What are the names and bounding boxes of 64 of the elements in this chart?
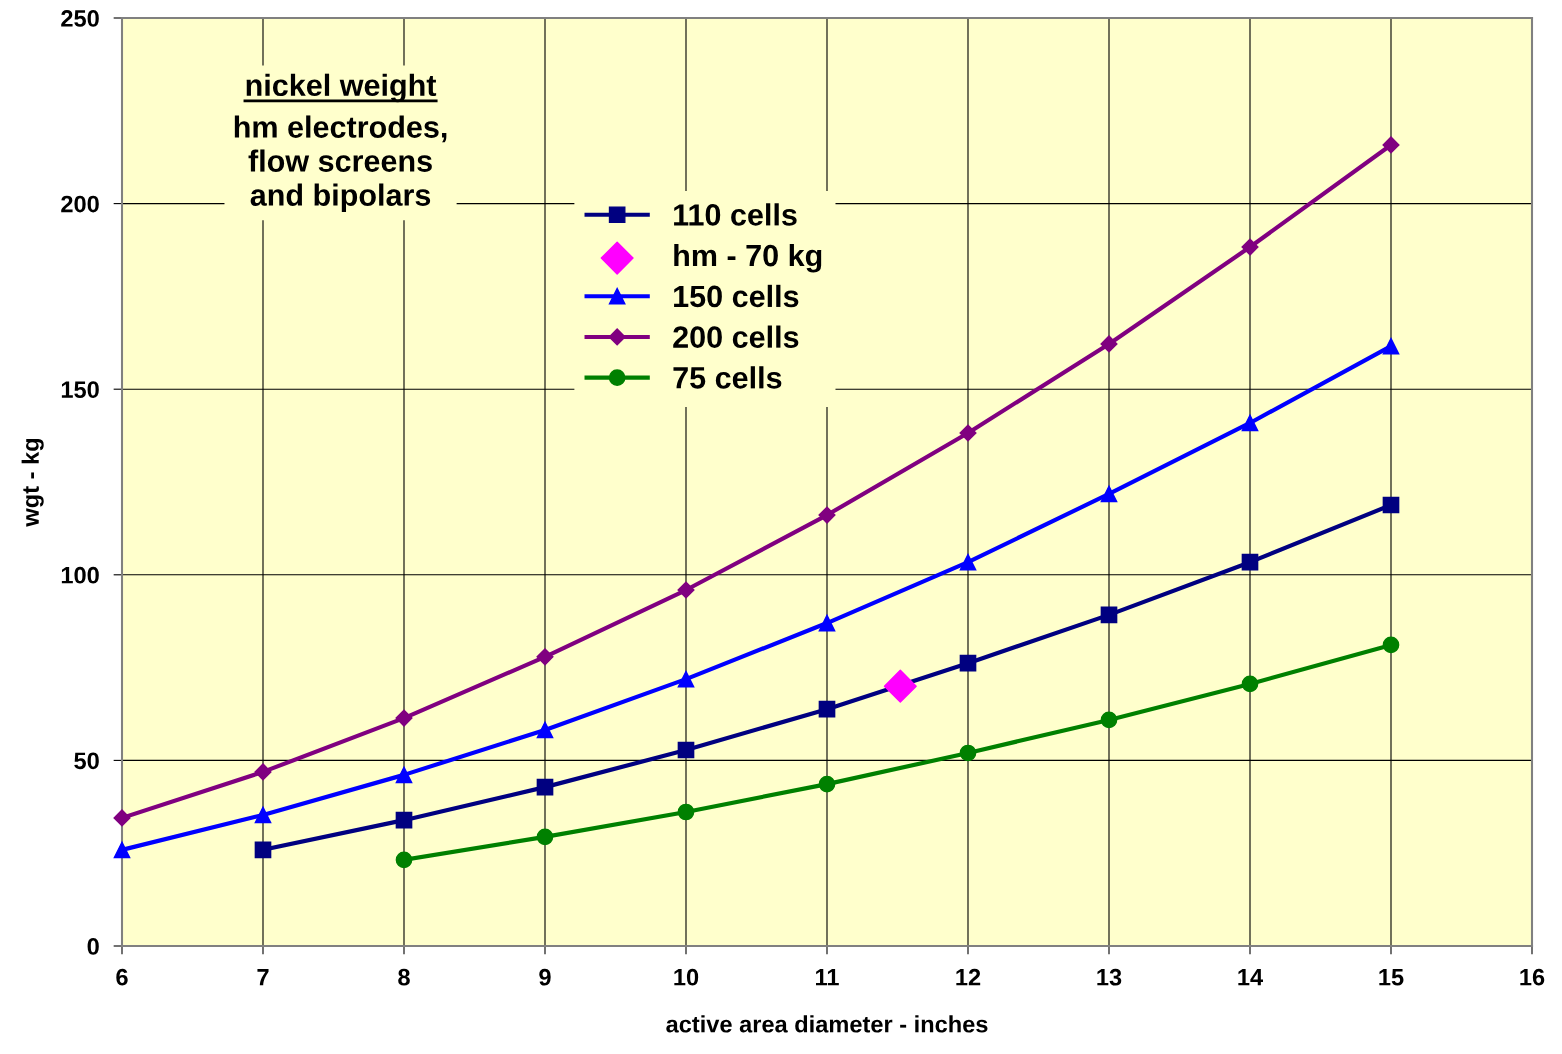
point: [254, 763, 272, 781]
legend-label: 200 cells: [673, 325, 799, 348]
point: [1241, 553, 1259, 571]
point: [1241, 414, 1259, 432]
y-tick-label: 50: [74, 752, 99, 770]
point: [1382, 337, 1400, 355]
point: [818, 614, 836, 632]
x-tick-label: 14: [1238, 969, 1264, 986]
point: [395, 851, 413, 869]
x-tick-label: 13: [1097, 968, 1122, 986]
point: [254, 841, 272, 859]
point: [959, 654, 977, 672]
point: [1100, 335, 1118, 353]
x-tick-label: 15: [1379, 969, 1404, 986]
y-tick-label: 200: [61, 195, 99, 213]
x-tick-label: 7: [257, 969, 269, 986]
point: [677, 581, 695, 599]
point: [536, 778, 554, 796]
x-tick-label: 10: [674, 968, 699, 986]
point: [1241, 675, 1259, 693]
legend-label: 150 cells: [674, 284, 799, 308]
point: [959, 424, 977, 442]
point: [536, 648, 554, 666]
point: [536, 828, 554, 846]
x-tick-label: 16: [1520, 968, 1545, 986]
y-tick-label: 150: [61, 381, 99, 398]
x-axis-title: active area diameter - inches: [666, 1015, 988, 1033]
point: [1100, 606, 1118, 624]
annotation: hm electrodes, flow screens and bipolars: [234, 115, 447, 212]
point: [1100, 711, 1118, 729]
x-tick-label: 9: [539, 968, 551, 986]
point: [818, 775, 836, 793]
legend-label: 110 cells: [674, 203, 797, 226]
point: [1382, 496, 1400, 514]
point: [677, 803, 695, 821]
y-axis-title: wgt - kg: [21, 438, 44, 527]
point: [959, 744, 977, 762]
point: [1100, 485, 1118, 503]
point: [677, 670, 695, 688]
point: [1382, 136, 1400, 154]
point: [883, 669, 917, 703]
point: [818, 700, 836, 718]
x-tick-label: 8: [398, 968, 410, 986]
point: [818, 506, 836, 524]
y-tick-label: 100: [61, 566, 99, 584]
point: [1241, 238, 1259, 256]
point: [113, 809, 131, 827]
x-tick-label: 11: [816, 969, 839, 986]
point: [395, 766, 413, 784]
y-tick-label: 0: [87, 938, 99, 955]
x-tick-label: 6: [116, 968, 128, 986]
point: [113, 841, 131, 859]
point: [254, 806, 272, 824]
annotation: nickel weight: [246, 73, 437, 103]
point: [536, 721, 554, 739]
legend-label: hm - 70 kg: [674, 243, 822, 273]
point: [395, 709, 413, 727]
y-tick-label: 250: [61, 10, 99, 27]
point: [677, 741, 695, 759]
legend-label: 75 cells: [673, 366, 782, 389]
x-tick-label: 12: [956, 968, 981, 986]
point: [1382, 636, 1400, 654]
point: [959, 553, 977, 571]
point: [395, 811, 413, 829]
